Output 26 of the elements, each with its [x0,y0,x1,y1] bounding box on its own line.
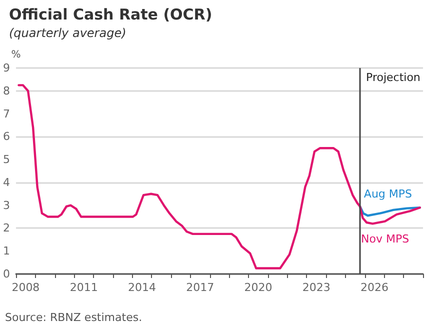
y-tick-label: 5 [3,153,10,166]
x-tick-label: 2008 [12,281,40,294]
x-tick-label: 2020 [244,281,272,294]
chart-title: Official Cash Rate (OCR) [9,6,212,24]
y-tick-label: 4 [3,176,10,189]
x-tick-label: 2017 [186,281,214,294]
y-tick-label: 0 [3,268,10,280]
y-tick-label: 8 [3,84,10,98]
line-series [18,84,421,270]
y-tick-label: 3 [3,198,10,212]
x-tick-label: 2014 [128,281,156,294]
y-tick-label: 1 [3,244,10,258]
x-tick-label: 2011 [70,281,98,294]
chart-subtitle: (quarterly average) [9,26,126,40]
series-label: Nov MPS [360,232,410,246]
x-tick-label: 2026 [360,281,389,294]
y-tick-label: 2 [3,222,10,235]
ref-line-label: Projection [366,71,420,84]
line-series [358,205,421,217]
y-axis-title: % [11,50,21,60]
y-tick-label: 7 [3,107,10,120]
series-label: Aug MPS [364,187,412,200]
y-tick-label: 9 [3,62,10,74]
y-tick-label: 6 [3,130,10,144]
source-note: Source: RBNZ estimates. [5,311,142,324]
x-tick-label: 2023 [302,281,330,294]
